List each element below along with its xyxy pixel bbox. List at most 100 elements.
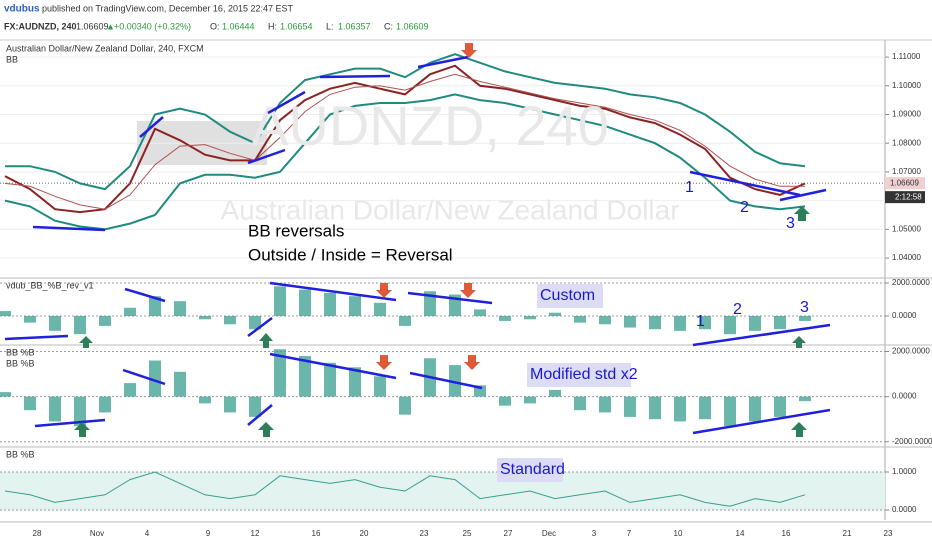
histogram-bar	[524, 396, 536, 404]
histogram-bar	[299, 356, 311, 397]
y-tick-label: 1.05000	[892, 224, 921, 233]
histogram-bar	[124, 383, 136, 397]
histogram-bar	[374, 302, 386, 317]
trendline	[319, 74, 391, 79]
y-tick-label: 2000.0000	[892, 278, 930, 287]
histogram-bar	[474, 309, 486, 317]
x-tick-label: 23	[884, 529, 893, 538]
up-arrow	[259, 333, 273, 348]
up-arrow	[79, 336, 93, 348]
trendline	[4, 334, 69, 341]
y-tick-label: 1.07000	[892, 167, 921, 176]
y-tick-label: 1.04000	[892, 253, 921, 262]
x-tick-label: 20	[360, 529, 369, 538]
histogram-bar	[699, 396, 711, 420]
histogram-bar	[349, 296, 361, 317]
panel-title: vdub_BB_%B_rev_v1	[6, 280, 94, 290]
x-tick-label: 9	[206, 529, 211, 538]
histogram-bar	[674, 396, 686, 422]
annotation: 1	[685, 179, 694, 196]
histogram-bar	[99, 396, 111, 413]
y-tick-label: 2000.0000	[892, 347, 930, 356]
histogram-bar	[74, 316, 86, 335]
histogram-bar	[549, 389, 561, 397]
x-tick-label: 25	[463, 529, 472, 538]
last-price-label: 1.06609	[890, 178, 919, 187]
histogram-bar	[524, 316, 536, 320]
annotation: 1	[696, 313, 705, 330]
trendline	[269, 352, 397, 380]
histogram-bar	[149, 296, 161, 317]
last-price-box	[885, 177, 925, 190]
x-tick-label: 16	[782, 529, 791, 538]
trendline	[407, 291, 493, 305]
histogram-bar	[74, 396, 86, 426]
up-arrow	[258, 422, 274, 437]
trendline	[247, 148, 286, 165]
annotation: BB reversals	[248, 221, 344, 240]
x-tick-label: 12	[251, 529, 260, 538]
y-tick-label: 0.0000	[892, 392, 917, 401]
histogram-bar	[324, 292, 336, 317]
histogram-bar	[299, 289, 311, 317]
histogram-bar	[199, 316, 211, 320]
annotation-bg	[497, 458, 563, 482]
trendline	[247, 404, 273, 426]
histogram-bar	[124, 307, 136, 317]
ohlc-value: 1.06654	[280, 21, 313, 31]
annotation: Modified std x2	[530, 366, 638, 383]
x-tick-label: Nov	[90, 529, 104, 538]
down-arrow	[460, 283, 476, 298]
down-arrow	[464, 355, 480, 370]
histogram-bar	[724, 316, 736, 335]
y-tick-label: 1.10000	[892, 81, 921, 90]
histogram-bar	[749, 316, 761, 331]
trendline	[32, 225, 106, 232]
x-tick-label: 27	[504, 529, 513, 538]
up-arrow	[791, 422, 807, 437]
histogram-bar	[274, 349, 286, 397]
histogram-bar	[399, 396, 411, 415]
histogram-bar	[199, 396, 211, 404]
x-tick-label: 10	[674, 529, 683, 538]
histogram-bar	[224, 396, 236, 413]
countdown: 2:12:58	[895, 192, 922, 201]
histogram-bar	[349, 367, 361, 397]
change: +0.00340 (+0.32%)	[114, 21, 191, 31]
histogram-bar	[324, 362, 336, 397]
down-arrow	[376, 355, 392, 370]
annotation: 3	[786, 215, 795, 232]
trendline	[269, 281, 397, 302]
histogram-bar	[224, 316, 236, 325]
up-arrow	[74, 422, 90, 437]
x-tick-label: 4	[145, 529, 150, 538]
histogram-bar	[674, 316, 686, 331]
up-arrow	[792, 336, 806, 348]
histogram-bar	[499, 316, 511, 321]
y-tick-label: 0.0000	[892, 505, 917, 514]
histogram-bar	[0, 392, 11, 397]
histogram-bar	[0, 311, 11, 317]
change-arrow: ▲	[106, 21, 115, 31]
histogram-bar	[149, 360, 161, 397]
author[interactable]: vdubus	[4, 4, 40, 15]
ohlc-value: 1.06357	[338, 21, 371, 31]
annotation-bg	[537, 284, 603, 308]
trendline	[689, 170, 801, 197]
histogram-bar	[649, 316, 661, 330]
x-tick-label: 23	[420, 529, 429, 538]
histogram-bar	[249, 396, 261, 417]
x-tick-label: Dec	[542, 529, 556, 538]
y-tick-label: 1.08000	[892, 138, 921, 147]
histogram-bar	[49, 316, 61, 331]
ohlc-label: L:	[326, 21, 334, 31]
trendline	[779, 188, 827, 202]
histogram-bar	[424, 291, 436, 317]
ohlc-value: 1.06609	[396, 21, 429, 31]
annotation: 2	[740, 199, 749, 216]
trendline	[267, 90, 306, 115]
published: published on TradingView.com, December 1…	[42, 3, 293, 13]
annotation: 3	[800, 299, 809, 316]
y-tick-label: 0.0000	[892, 311, 917, 320]
down-arrow	[461, 43, 477, 58]
